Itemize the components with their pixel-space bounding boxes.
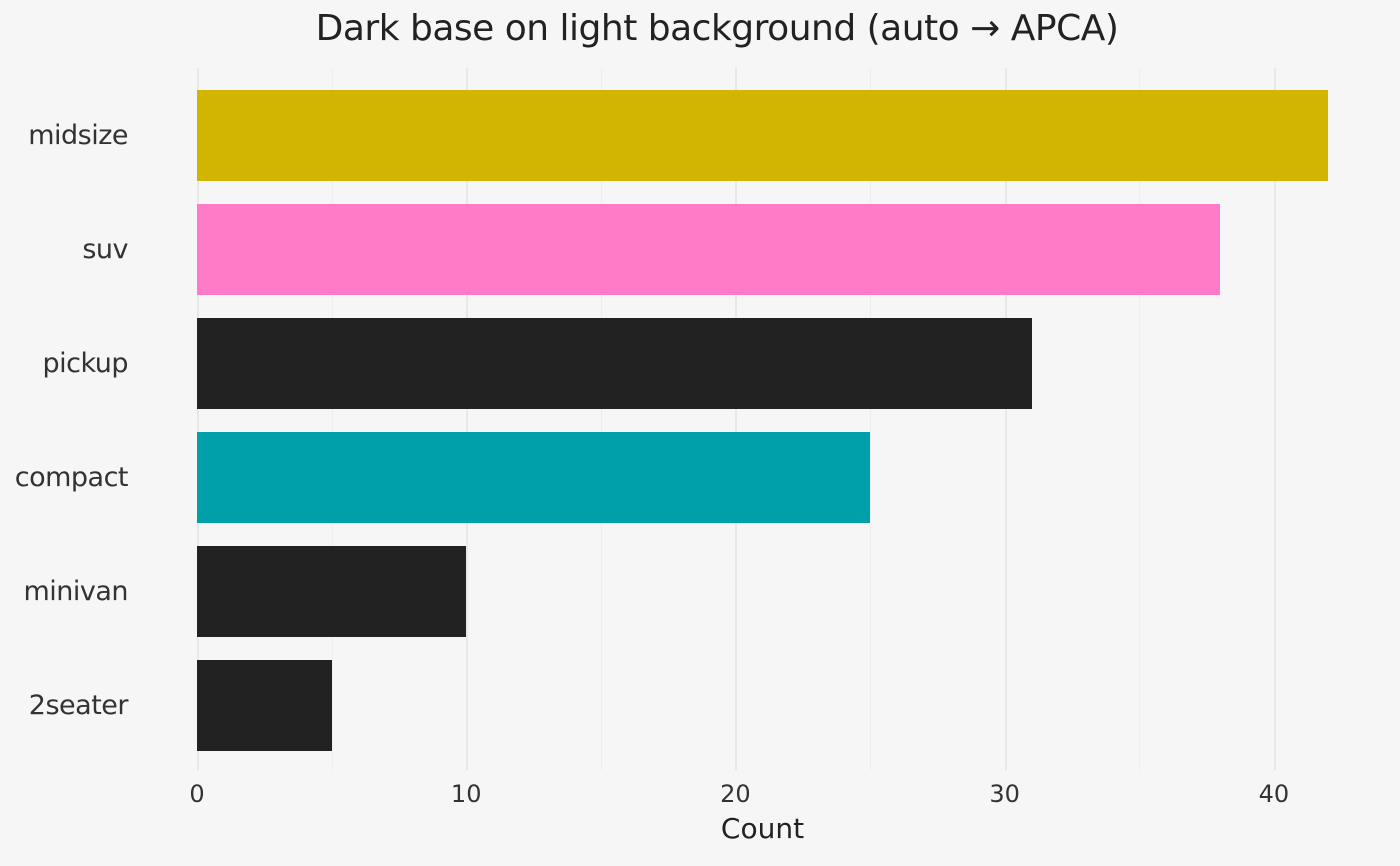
bar-suv <box>197 204 1220 295</box>
chart-title: Dark base on light background (auto → AP… <box>315 8 1119 49</box>
gridline-major-0 <box>197 68 199 770</box>
bar-pickup <box>197 318 1032 409</box>
y-tick-label-pickup: pickup <box>42 348 128 379</box>
gridline-minor-15 <box>600 68 602 770</box>
gridline-major-40 <box>1273 68 1276 770</box>
plot-panel <box>197 68 1395 770</box>
bar-2seater <box>197 660 332 751</box>
gridline-minor-5 <box>331 68 333 770</box>
x-tick-label-0: 0 <box>189 780 205 808</box>
y-tick-label-2seater: 2seater <box>28 690 129 721</box>
bar-compact <box>197 432 871 523</box>
y-tick-label-minivan: minivan <box>23 576 128 607</box>
gridline-major-20 <box>735 68 738 770</box>
x-tick-label-30: 30 <box>989 780 1020 808</box>
y-tick-label-suv: suv <box>82 234 128 265</box>
y-tick-label-compact: compact <box>14 462 129 493</box>
x-axis-label: Count <box>720 812 805 845</box>
x-tick-label-40: 40 <box>1258 780 1290 808</box>
x-tick-label-20: 20 <box>720 780 751 808</box>
gridline-major-30 <box>1004 68 1007 770</box>
gridline-minor-35 <box>1139 68 1141 770</box>
gridline-minor-25 <box>870 68 872 770</box>
bar-minivan <box>197 546 467 637</box>
gridline-major-10 <box>466 68 469 770</box>
x-tick-label-10: 10 <box>450 780 482 808</box>
bar-midsize <box>197 90 1328 181</box>
y-tick-label-midsize: midsize <box>28 120 128 151</box>
